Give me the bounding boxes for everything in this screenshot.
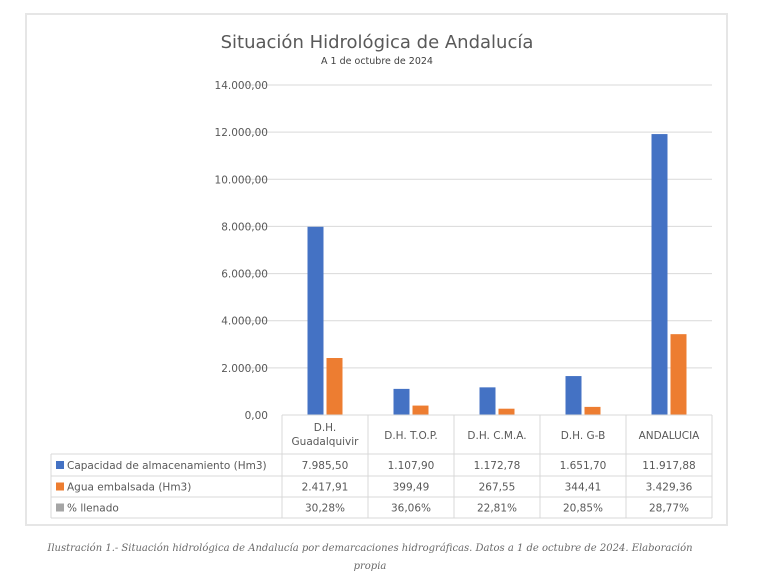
table-cell: 2.417,91 <box>302 482 349 494</box>
table-cell: 1.172,78 <box>474 460 521 472</box>
caption-line-1: Ilustración 1.- Situación hidrológica de… <box>47 543 693 554</box>
chart-frame <box>25 13 728 526</box>
legend-key <box>56 461 64 469</box>
y-tick-label: 8.000,00 <box>221 221 268 233</box>
table-cell: 36,06% <box>391 503 431 515</box>
category-label: ANDALUCIA <box>639 430 701 442</box>
table-cell: 3.429,36 <box>646 482 693 494</box>
y-tick-label: 4.000,00 <box>221 316 268 328</box>
y-tick-label: 0,00 <box>245 410 268 422</box>
bar <box>307 226 324 415</box>
bar <box>326 358 343 415</box>
caption-line-2: propia <box>353 561 387 572</box>
bar <box>412 405 429 415</box>
legend-label: Agua embalsada (Hm3) <box>67 482 191 494</box>
table-cell: 267,55 <box>479 482 516 494</box>
table-cell: 1.107,90 <box>388 460 435 472</box>
legend-label: % llenado <box>67 503 119 515</box>
y-axis-ticks: 0,00 2.000,00 4.000,00 6.000,00 8.000,00 10.0… <box>215 80 268 422</box>
table-cell: 11.917,88 <box>642 460 695 472</box>
y-tick-label: 10.000,00 <box>215 174 268 186</box>
category-label: Guadalquivir <box>292 436 360 448</box>
legend-key <box>56 482 64 491</box>
bars <box>307 134 687 415</box>
category-label: D.H. G-B <box>561 430 606 442</box>
category-label: D.H. C.M.A. <box>467 430 526 442</box>
bar <box>670 334 687 415</box>
bar <box>498 408 515 415</box>
table-cell: 344,41 <box>565 482 602 494</box>
bar <box>479 387 496 415</box>
y-tick-label: 14.000,00 <box>215 80 268 92</box>
bar <box>565 376 582 415</box>
table-cell: 399,49 <box>393 482 430 494</box>
figure-caption: Ilustración 1.- Situación hidrológica de… <box>20 540 720 576</box>
category-label: D.H. T.O.P. <box>384 430 438 442</box>
y-tick-label: 6.000,00 <box>221 269 268 281</box>
table-cell: 7.985,50 <box>302 460 349 472</box>
y-tick-label: 12.000,00 <box>215 127 268 139</box>
legend-label: Capacidad de almacenamiento (Hm3) <box>67 460 267 472</box>
table-cell: 22,81% <box>477 503 517 515</box>
data-table: D.H. Guadalquivir D.H. T.O.P. D.H. C.M.A. D.… <box>50 414 713 519</box>
table-cell: 20,85% <box>563 503 603 515</box>
category-label: D.H. <box>314 422 336 434</box>
chart-subtitle: A 1 de octubre de 2024 <box>321 56 433 67</box>
legend-key <box>56 503 64 512</box>
y-tick-label: 2.000,00 <box>221 363 268 375</box>
bar <box>584 406 601 415</box>
table-cell: 28,77% <box>649 503 689 515</box>
bar <box>651 134 668 415</box>
chart-title: Situación Hidrológica de Andalucía <box>221 32 534 53</box>
bar <box>393 388 410 415</box>
table-cell: 30,28% <box>305 503 345 515</box>
table-cell: 1.651,70 <box>560 460 607 472</box>
